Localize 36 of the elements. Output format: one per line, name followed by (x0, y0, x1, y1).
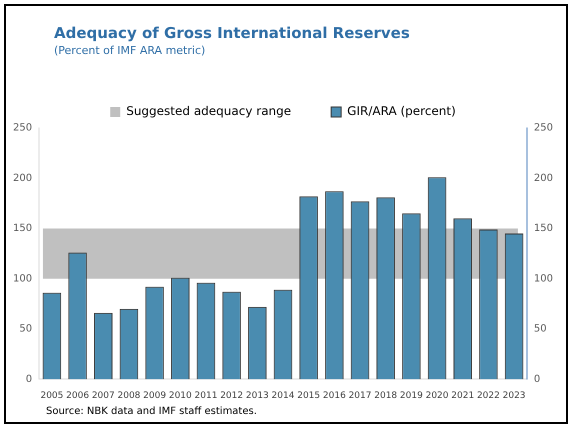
y2-tick-label: 50 (534, 324, 547, 335)
x-tick-label: 2021 (451, 390, 474, 401)
source-note: Source: NBK data and IMF staff estimates. (46, 406, 257, 417)
y2-tick-label: 100 (534, 273, 554, 284)
chart-title: Adequacy of Gross International Reserves (54, 24, 410, 42)
x-tick-label: 2012 (220, 390, 244, 401)
x-tick-label: 2018 (374, 390, 398, 401)
y-tick-label: 200 (12, 172, 32, 184)
x-tick-label: 2019 (400, 390, 424, 401)
x-tick-label: 2013 (246, 390, 269, 401)
y-tick-label: 150 (12, 223, 32, 234)
x-tick-label: 2005 (40, 390, 64, 401)
x-tick-label: 2006 (66, 390, 90, 401)
x-tick-label: 2016 (322, 390, 346, 401)
y-tick-label: 100 (12, 273, 32, 284)
y2-tick-label: 200 (534, 172, 554, 184)
y2-tick-label: 250 (534, 122, 554, 134)
x-tick-label: 2011 (194, 390, 218, 401)
x-tick-label: 2022 (476, 390, 500, 401)
x-tick-label: 2014 (272, 390, 295, 401)
x-tick-label: 2015 (297, 390, 320, 401)
chart-subtitle: (Percent of IMF ARA metric) (54, 44, 206, 57)
y2-tick-label: 150 (534, 223, 554, 234)
x-tick-label: 2008 (117, 390, 141, 401)
y-tick-label: 250 (12, 122, 32, 134)
x-tick-label: 2007 (92, 390, 115, 401)
x-tick-label: 2009 (143, 390, 166, 401)
legend-label: Suggested adequacy range (126, 104, 292, 118)
x-tick-label: 2023 (502, 390, 526, 401)
y-tick-label: 0 (26, 374, 32, 385)
x-tick-label: 2020 (426, 390, 449, 401)
y-tick-label: 50 (19, 324, 32, 335)
legend-label: GIR/ARA (percent) (347, 104, 456, 118)
x-tick-label: 2010 (168, 390, 192, 401)
x-tick-label: 2017 (348, 390, 372, 401)
y2-tick-label: 0 (534, 374, 540, 385)
